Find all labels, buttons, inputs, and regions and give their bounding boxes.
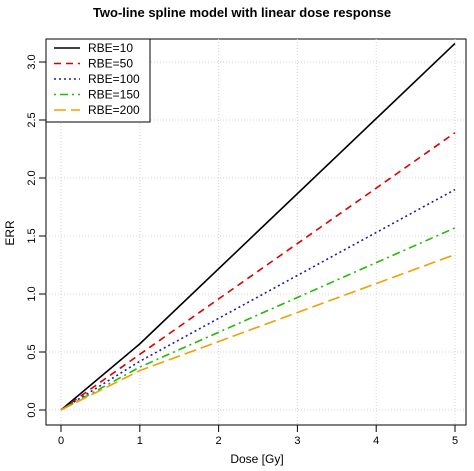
series-line-rbe-200 <box>60 253 456 411</box>
legend-label: RBE=100 <box>88 72 140 86</box>
y-tick-label: 1.0 <box>26 286 38 301</box>
x-tick-label: 5 <box>452 435 458 447</box>
x-axis-label: Dose [Gy] <box>230 452 283 466</box>
legend-label: RBE=200 <box>88 103 140 117</box>
series-lines <box>60 42 456 411</box>
series-line-rbe-50 <box>60 132 456 411</box>
series-line-rbe-10 <box>60 42 456 411</box>
legend-box <box>45 38 151 123</box>
y-axis: 0.0 0.5 1.0 1.5 2.0 2.5 3.0 <box>26 54 46 418</box>
y-tick-label: 0.5 <box>26 344 38 359</box>
y-axis-label: ERR <box>3 220 17 246</box>
x-tick-label: 3 <box>294 435 300 447</box>
x-tick-label: 0 <box>58 435 64 447</box>
y-tick-label: 0.0 <box>26 402 38 417</box>
x-tick-label: 2 <box>216 435 222 447</box>
plot-frame <box>45 38 467 426</box>
series-line-rbe-150 <box>60 227 456 411</box>
legend-label: RBE=10 <box>88 41 133 55</box>
x-tick-label: 1 <box>137 435 143 447</box>
legend-label: RBE=150 <box>88 88 140 102</box>
y-tick-label: 2.0 <box>26 170 38 185</box>
x-tick-label: 4 <box>373 435 379 447</box>
chart-title: Two-line spline model with linear dose r… <box>93 5 391 20</box>
x-axis: 0 1 2 3 4 5 <box>58 425 458 447</box>
y-tick-label: 2.5 <box>26 112 38 127</box>
y-tick-label: 1.5 <box>26 228 38 243</box>
series-line-rbe-100 <box>60 188 456 411</box>
legend-label: RBE=50 <box>88 57 133 71</box>
y-tick-label: 3.0 <box>26 54 38 69</box>
